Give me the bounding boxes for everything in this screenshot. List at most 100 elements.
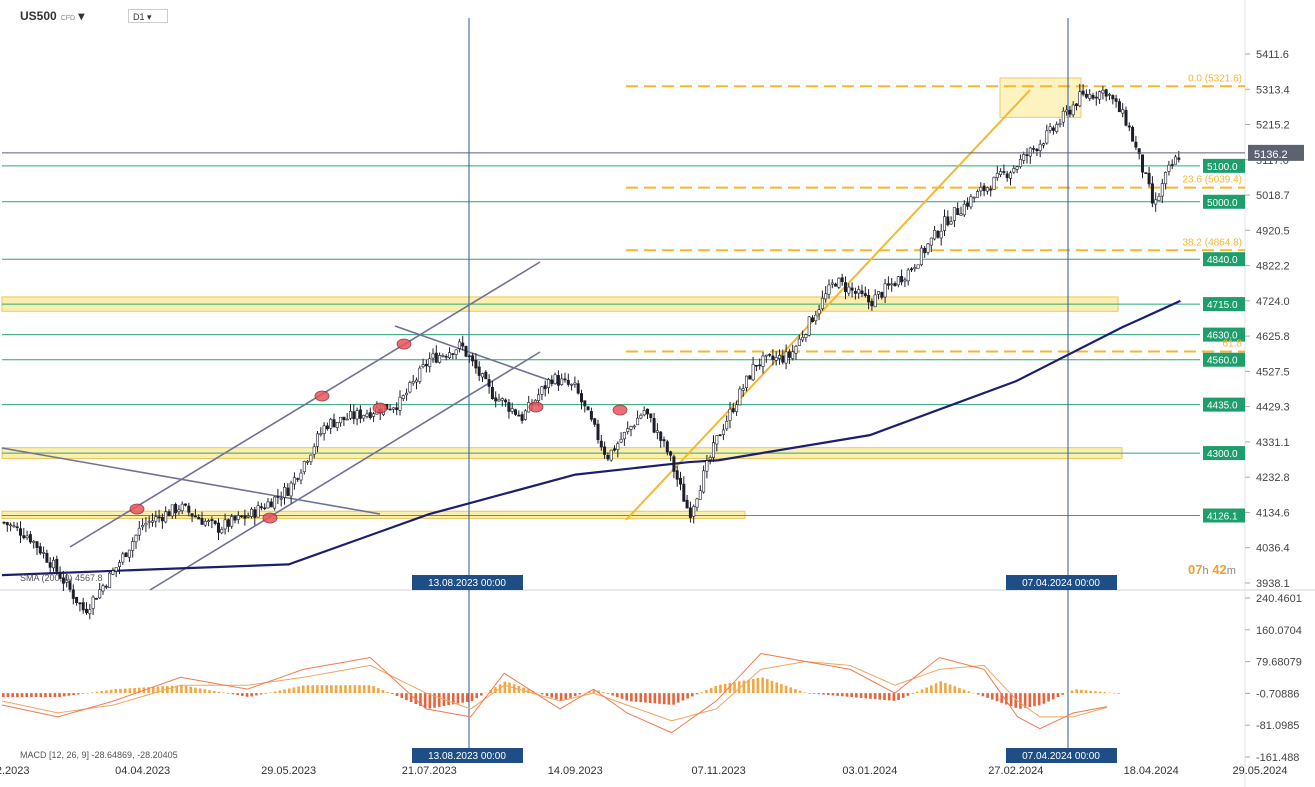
- candle-body: [1042, 143, 1046, 146]
- candle-body: [843, 282, 847, 293]
- macd-histogram-bar: [841, 693, 844, 697]
- candle-body: [662, 439, 666, 442]
- macd-histogram-bar: [72, 693, 75, 696]
- macd-histogram-bar: [648, 693, 652, 703]
- macd-histogram-bar: [423, 693, 427, 708]
- candle-body: [725, 421, 729, 430]
- macd-histogram-bar: [76, 693, 80, 695]
- x-axis-label: 18.04.2024: [1124, 765, 1179, 777]
- macd-histogram-bar: [986, 693, 989, 698]
- candle-body: [678, 477, 682, 485]
- level-badge-label: 4435.0: [1207, 401, 1238, 412]
- current-price-badge: [1248, 144, 1304, 161]
- candle-body: [276, 496, 280, 498]
- macd-histogram-bar: [695, 693, 699, 695]
- candle-body: [942, 216, 946, 231]
- macd-histogram-bar: [161, 686, 164, 694]
- candle-body: [929, 237, 933, 246]
- candle-body: [537, 394, 541, 401]
- macd-axis-label: -81.0985: [1256, 720, 1299, 732]
- macd-histogram-bar: [222, 692, 225, 694]
- macd-signal-line: [1, 660, 1107, 722]
- candle-body: [184, 503, 188, 506]
- candle-body: [441, 355, 445, 357]
- candle-body: [784, 351, 788, 364]
- candle-body: [741, 388, 745, 391]
- candle-body: [754, 364, 758, 367]
- candle-body: [457, 341, 461, 349]
- candle-body: [48, 562, 52, 568]
- timeframe-select[interactable]: D1 ▾: [128, 9, 168, 23]
- macd-histogram-bar: [981, 693, 985, 697]
- candle-body: [824, 293, 828, 300]
- macd-histogram-bar: [466, 693, 469, 702]
- macd-histogram-bar: [316, 685, 319, 694]
- channel-line: [149, 351, 541, 591]
- fib-level-label: 61.8: [1223, 338, 1243, 349]
- macd-histogram-bar: [508, 682, 511, 694]
- macd-histogram-bar: [700, 692, 703, 694]
- macd-histogram-bar: [330, 685, 333, 694]
- candle-body: [477, 366, 481, 376]
- fib-level-label: 0.0 (5321.6): [1188, 73, 1242, 84]
- candle-body: [893, 283, 897, 287]
- candle-body: [903, 279, 907, 282]
- candle-body: [1068, 109, 1072, 115]
- macd-histogram-bar: [386, 692, 389, 694]
- macd-histogram-bar: [1037, 693, 1041, 706]
- candle-body: [144, 523, 148, 526]
- price-axis-label: 4527.5: [1256, 366, 1290, 378]
- macd-histogram-bar: [334, 685, 338, 694]
- candle-body: [820, 297, 824, 309]
- macd-histogram-bar: [208, 690, 211, 694]
- level-badge-label: 5000.0: [1207, 198, 1238, 209]
- candle-body: [299, 472, 303, 481]
- sma-indicator-label[interactable]: SMA (200, 0) 4567.8: [20, 573, 103, 583]
- candle-body: [520, 414, 524, 421]
- macd-histogram-bar: [91, 692, 94, 694]
- macd-histogram-bar: [625, 693, 628, 701]
- candle-body: [606, 454, 610, 460]
- candle-body: [61, 577, 65, 584]
- macd-histogram-bar: [81, 693, 85, 694]
- macd-histogram-bar: [1042, 693, 1046, 704]
- candle-body: [1131, 126, 1135, 142]
- macd-histogram-bar: [911, 693, 914, 694]
- macd-histogram-bar: [644, 693, 647, 703]
- candle-body: [913, 267, 917, 270]
- candle-body: [193, 515, 197, 518]
- x-axis-label: 14.09.2023: [548, 765, 603, 777]
- symbol-label[interactable]: US500 CFD ▾: [20, 9, 85, 23]
- candle-body: [325, 425, 329, 430]
- swing-marker: [262, 512, 278, 524]
- candle-body: [919, 247, 923, 266]
- candle-body: [289, 482, 293, 497]
- candle-body: [309, 454, 313, 463]
- candle-body: [711, 442, 715, 458]
- candle-body: [480, 373, 484, 378]
- candle-body: [319, 433, 323, 435]
- candle-body: [98, 589, 102, 599]
- macd-histogram-bar: [1056, 693, 1060, 698]
- macd-histogram-bar: [95, 691, 99, 694]
- macd-histogram-bar: [1070, 690, 1074, 694]
- candle-body: [263, 507, 267, 510]
- x-axis-label: 29.05.2023: [261, 765, 316, 777]
- candle-body: [715, 435, 719, 445]
- macd-histogram-bar: [766, 679, 769, 694]
- macd-histogram-bar: [634, 693, 638, 702]
- macd-histogram-bar: [39, 693, 43, 698]
- macd-histogram-bar: [630, 693, 633, 702]
- macd-histogram-bar: [658, 693, 661, 704]
- macd-histogram-bar: [156, 686, 160, 694]
- candle-body: [1071, 104, 1075, 116]
- candle-body: [484, 371, 488, 380]
- macd-histogram-bar: [1047, 693, 1050, 702]
- macd-indicator-label[interactable]: MACD [12, 26, 9] -28.64869, -28.20405: [20, 750, 178, 760]
- candle-body: [220, 528, 224, 534]
- candle-body: [1117, 101, 1121, 113]
- macd-axis-label: 240.4601: [1256, 593, 1302, 605]
- candle-body: [880, 292, 884, 298]
- macd-histogram-bar: [437, 693, 441, 707]
